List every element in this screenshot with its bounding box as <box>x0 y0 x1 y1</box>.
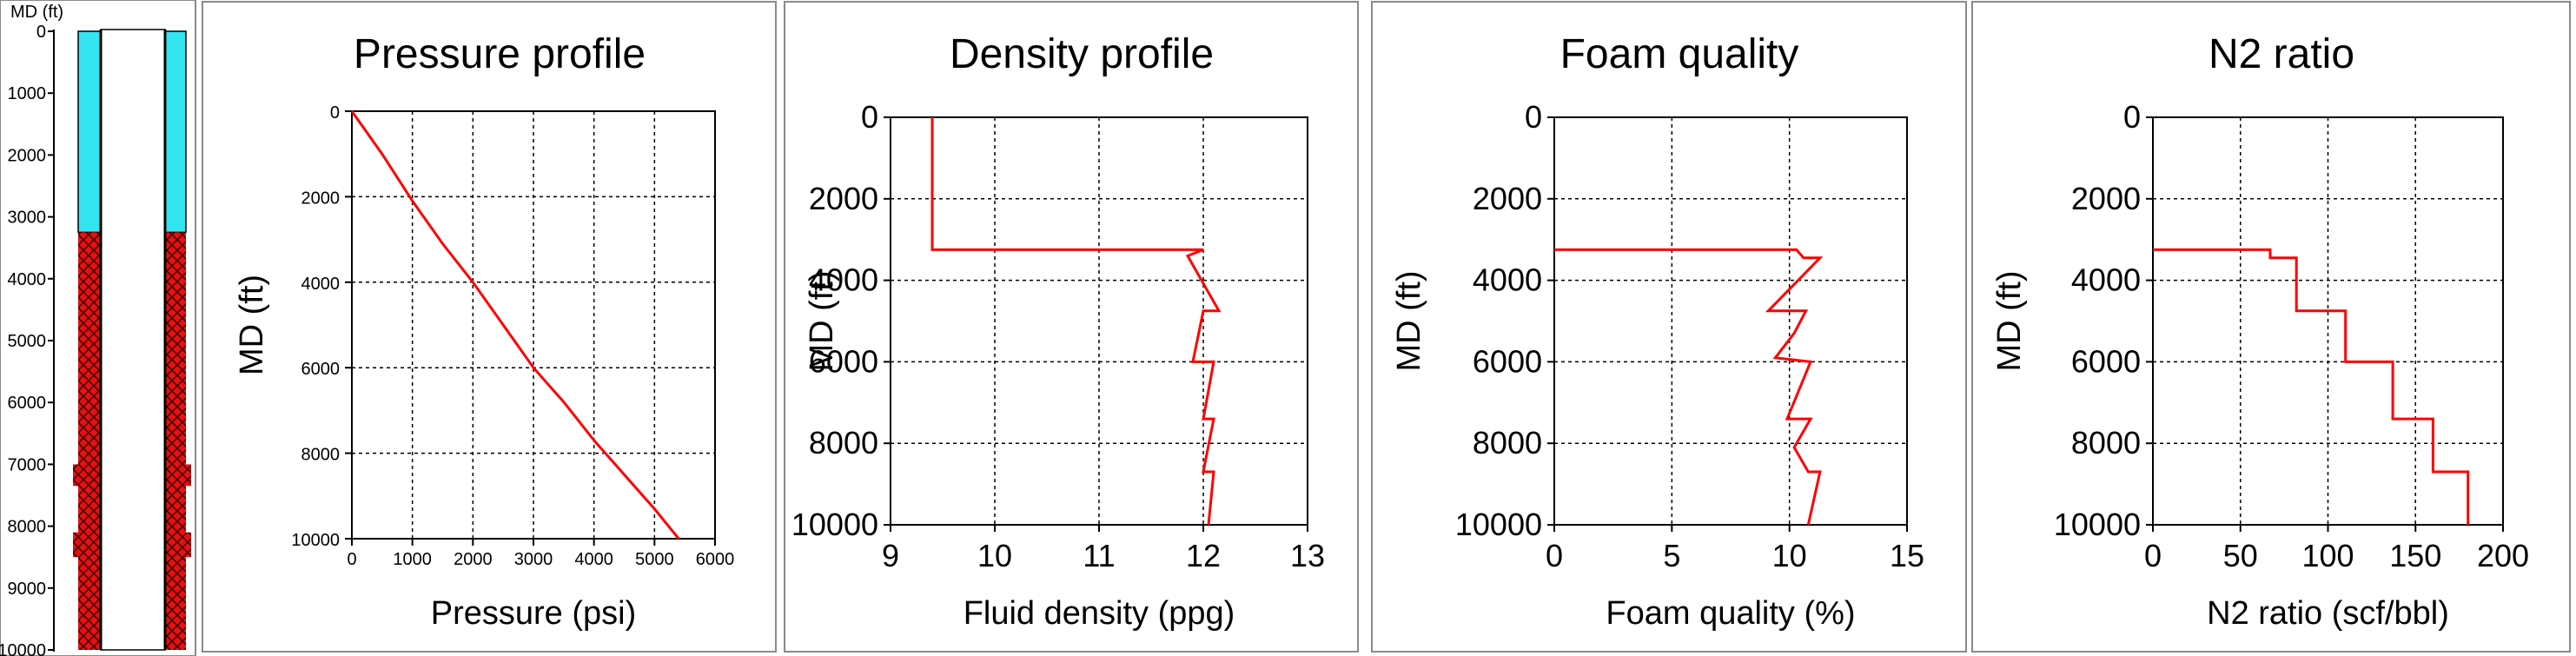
n2-ratio-grid <box>2153 117 2503 525</box>
wellbore-axis-label: MD (ft) <box>10 3 63 22</box>
pressure-profile-xtick-label: 3000 <box>514 550 553 569</box>
washout-left <box>73 464 80 487</box>
wellbore-tick-label: 1000 <box>8 84 47 103</box>
foam-quality-plot-frame <box>1553 116 1908 526</box>
pressure-profile-xlabel: Pressure (psi) <box>431 595 637 632</box>
density-profile-xtick-label: 10 <box>977 538 1012 573</box>
foam-quality-ytick-label: 2000 <box>1473 181 1542 216</box>
wellbore-tick-label: 10000 <box>0 641 46 656</box>
foam-quality-grid <box>1554 117 1907 525</box>
foam-quality-ytick-label: 8000 <box>1473 425 1542 461</box>
foam-quality-xtick-label: 0 <box>1546 538 1563 573</box>
n2-ratio-ytick-label: 4000 <box>2071 262 2141 298</box>
pressure-profile-xtick-label: 2000 <box>454 550 493 569</box>
density-profile-title: Density profile <box>950 31 1214 77</box>
pressure-profile-frame <box>202 1 777 653</box>
n2-ratio-series-line <box>2153 248 2470 525</box>
n2-ratio-ytick-label: 2000 <box>2071 181 2141 216</box>
n2-ratio-xtick-label: 150 <box>2389 538 2441 573</box>
annulus-fluid-right <box>164 30 187 234</box>
wellbore-tick-label: 6000 <box>8 394 47 413</box>
n2-ratio-ytick-label: 6000 <box>2071 343 2141 379</box>
annulus-fluid-left <box>77 30 102 234</box>
pressure-profile-series-line <box>350 110 680 540</box>
foam-quality-title: Foam quality <box>1560 31 1799 77</box>
wellbore-ticks: 0 1000 2000 3000 4000 5000 6000 7000 8000 9000 100… <box>0 23 54 656</box>
pressure-profile-xtick-label: 5000 <box>635 550 674 569</box>
pressure-profile-xtick-label: 6000 <box>696 550 735 569</box>
foam-quality-xtick-label: 5 <box>1663 538 1680 573</box>
density-profile-ytick-label: 6000 <box>809 343 878 379</box>
density-profile-ylabel: MD (ft) <box>804 270 840 371</box>
washout-right <box>184 532 191 558</box>
pressure-profile-panel: Pressure profile 0 1000 2000 3000 4000 5000 600… <box>202 1 777 653</box>
n2-ratio-title: N2 ratio <box>2208 31 2354 77</box>
foam-quality-ytick-label: 6000 <box>1473 343 1542 379</box>
density-profile-ytick-label: 10000 <box>791 507 878 542</box>
wellbore-tick-label: 0 <box>36 23 46 42</box>
wellbore-tick-label: 5000 <box>8 332 47 351</box>
foam-quality-series-line <box>1554 248 1824 526</box>
foam-quality-xlabel: Foam quality (%) <box>1606 595 1855 632</box>
density-profile-panel: Density profile 9 10 11 12 13 0 2000 4000 6000 800… <box>784 1 1359 653</box>
n2-ratio-ytick-label: 10000 <box>2054 507 2141 542</box>
density-profile-ytick-label: 2000 <box>809 181 878 216</box>
wellbore-tick-label: 9000 <box>8 580 47 599</box>
density-profile-grid <box>891 117 1308 525</box>
pressure-profile-ytick-label: 4000 <box>301 275 341 294</box>
wellbore-schematic: MD (ft) 0 1000 2000 3000 4000 5000 6000 7000 800… <box>0 0 196 656</box>
density-profile-ytick-label: 4000 <box>809 262 878 298</box>
n2-ratio-ytick-label: 0 <box>2123 99 2141 135</box>
foam-quality-panel: Foam quality 0 5 10 15 0 2000 4000 6000 8000 10000… <box>1371 1 1967 653</box>
wellbore-shapes <box>73 29 191 651</box>
density-profile-ytick-label: 8000 <box>809 425 878 461</box>
n2-ratio-ylabel: MD (ft) <box>1991 270 2028 371</box>
density-profile-xtick-label: 12 <box>1186 538 1221 573</box>
density-profile-xtick-label: 11 <box>1083 538 1115 573</box>
foam-quality-frame <box>1371 1 1967 653</box>
wellbore-tick-label: 7000 <box>8 455 47 474</box>
n2-ratio-xtick-label: 0 <box>2144 538 2162 573</box>
wellbore-tubing <box>100 29 166 651</box>
n2-ratio-ytick-label: 8000 <box>2071 425 2141 461</box>
n2-ratio-xtick-label: 100 <box>2301 538 2354 573</box>
wellbore-tick-label: 4000 <box>8 270 47 289</box>
wellbore-tick-label: 8000 <box>8 518 47 537</box>
foam-quality-ytick-label: 4000 <box>1473 262 1542 298</box>
density-profile-xtick-label: 13 <box>1290 538 1325 573</box>
foam-zone-right <box>165 232 186 650</box>
pressure-profile-ytick-label: 8000 <box>301 446 341 465</box>
pressure-profile-xtick-label: 1000 <box>393 550 432 569</box>
foam-quality-xtick-label: 10 <box>1772 538 1807 573</box>
n2-ratio-frame <box>1971 1 2571 653</box>
density-profile-series-line <box>930 117 1222 526</box>
n2-ratio-xtick-label: 50 <box>2223 538 2258 573</box>
pressure-profile-ytick-label: 2000 <box>301 189 341 208</box>
pressure-profile-ytick-label: 6000 <box>301 360 341 379</box>
pressure-profile-xtick-label: 4000 <box>574 550 613 569</box>
pressure-profile-title: Pressure profile <box>354 31 646 77</box>
foam-zone-left <box>78 232 101 650</box>
wellbore-tick-label: 2000 <box>8 146 47 165</box>
pressure-profile-ylabel: MD (ft) <box>234 275 270 375</box>
washout-right <box>184 464 191 487</box>
foam-quality-ytick-label: 0 <box>1525 99 1542 135</box>
pressure-profile-ytick-label: 10000 <box>291 531 340 550</box>
foam-quality-ytick-label: 10000 <box>1455 507 1542 542</box>
density-profile-xtick-label: 9 <box>882 538 899 573</box>
wellbore-tick-label: 3000 <box>8 209 47 228</box>
foam-quality-xtick-label: 15 <box>1890 538 1924 573</box>
pressure-profile-ytick-label: 0 <box>330 103 340 123</box>
density-profile-ytick-label: 0 <box>861 99 878 135</box>
n2-ratio-xlabel: N2 ratio (scf/bbl) <box>2207 595 2449 632</box>
washout-left <box>73 532 80 558</box>
pressure-profile-xtick-label: 0 <box>347 550 356 569</box>
foam-quality-ylabel: MD (ft) <box>1391 270 1427 371</box>
density-profile-frame <box>784 1 1359 653</box>
n2-ratio-xtick-label: 200 <box>2477 538 2529 573</box>
density-profile-xlabel: Fluid density (ppg) <box>964 595 1235 632</box>
